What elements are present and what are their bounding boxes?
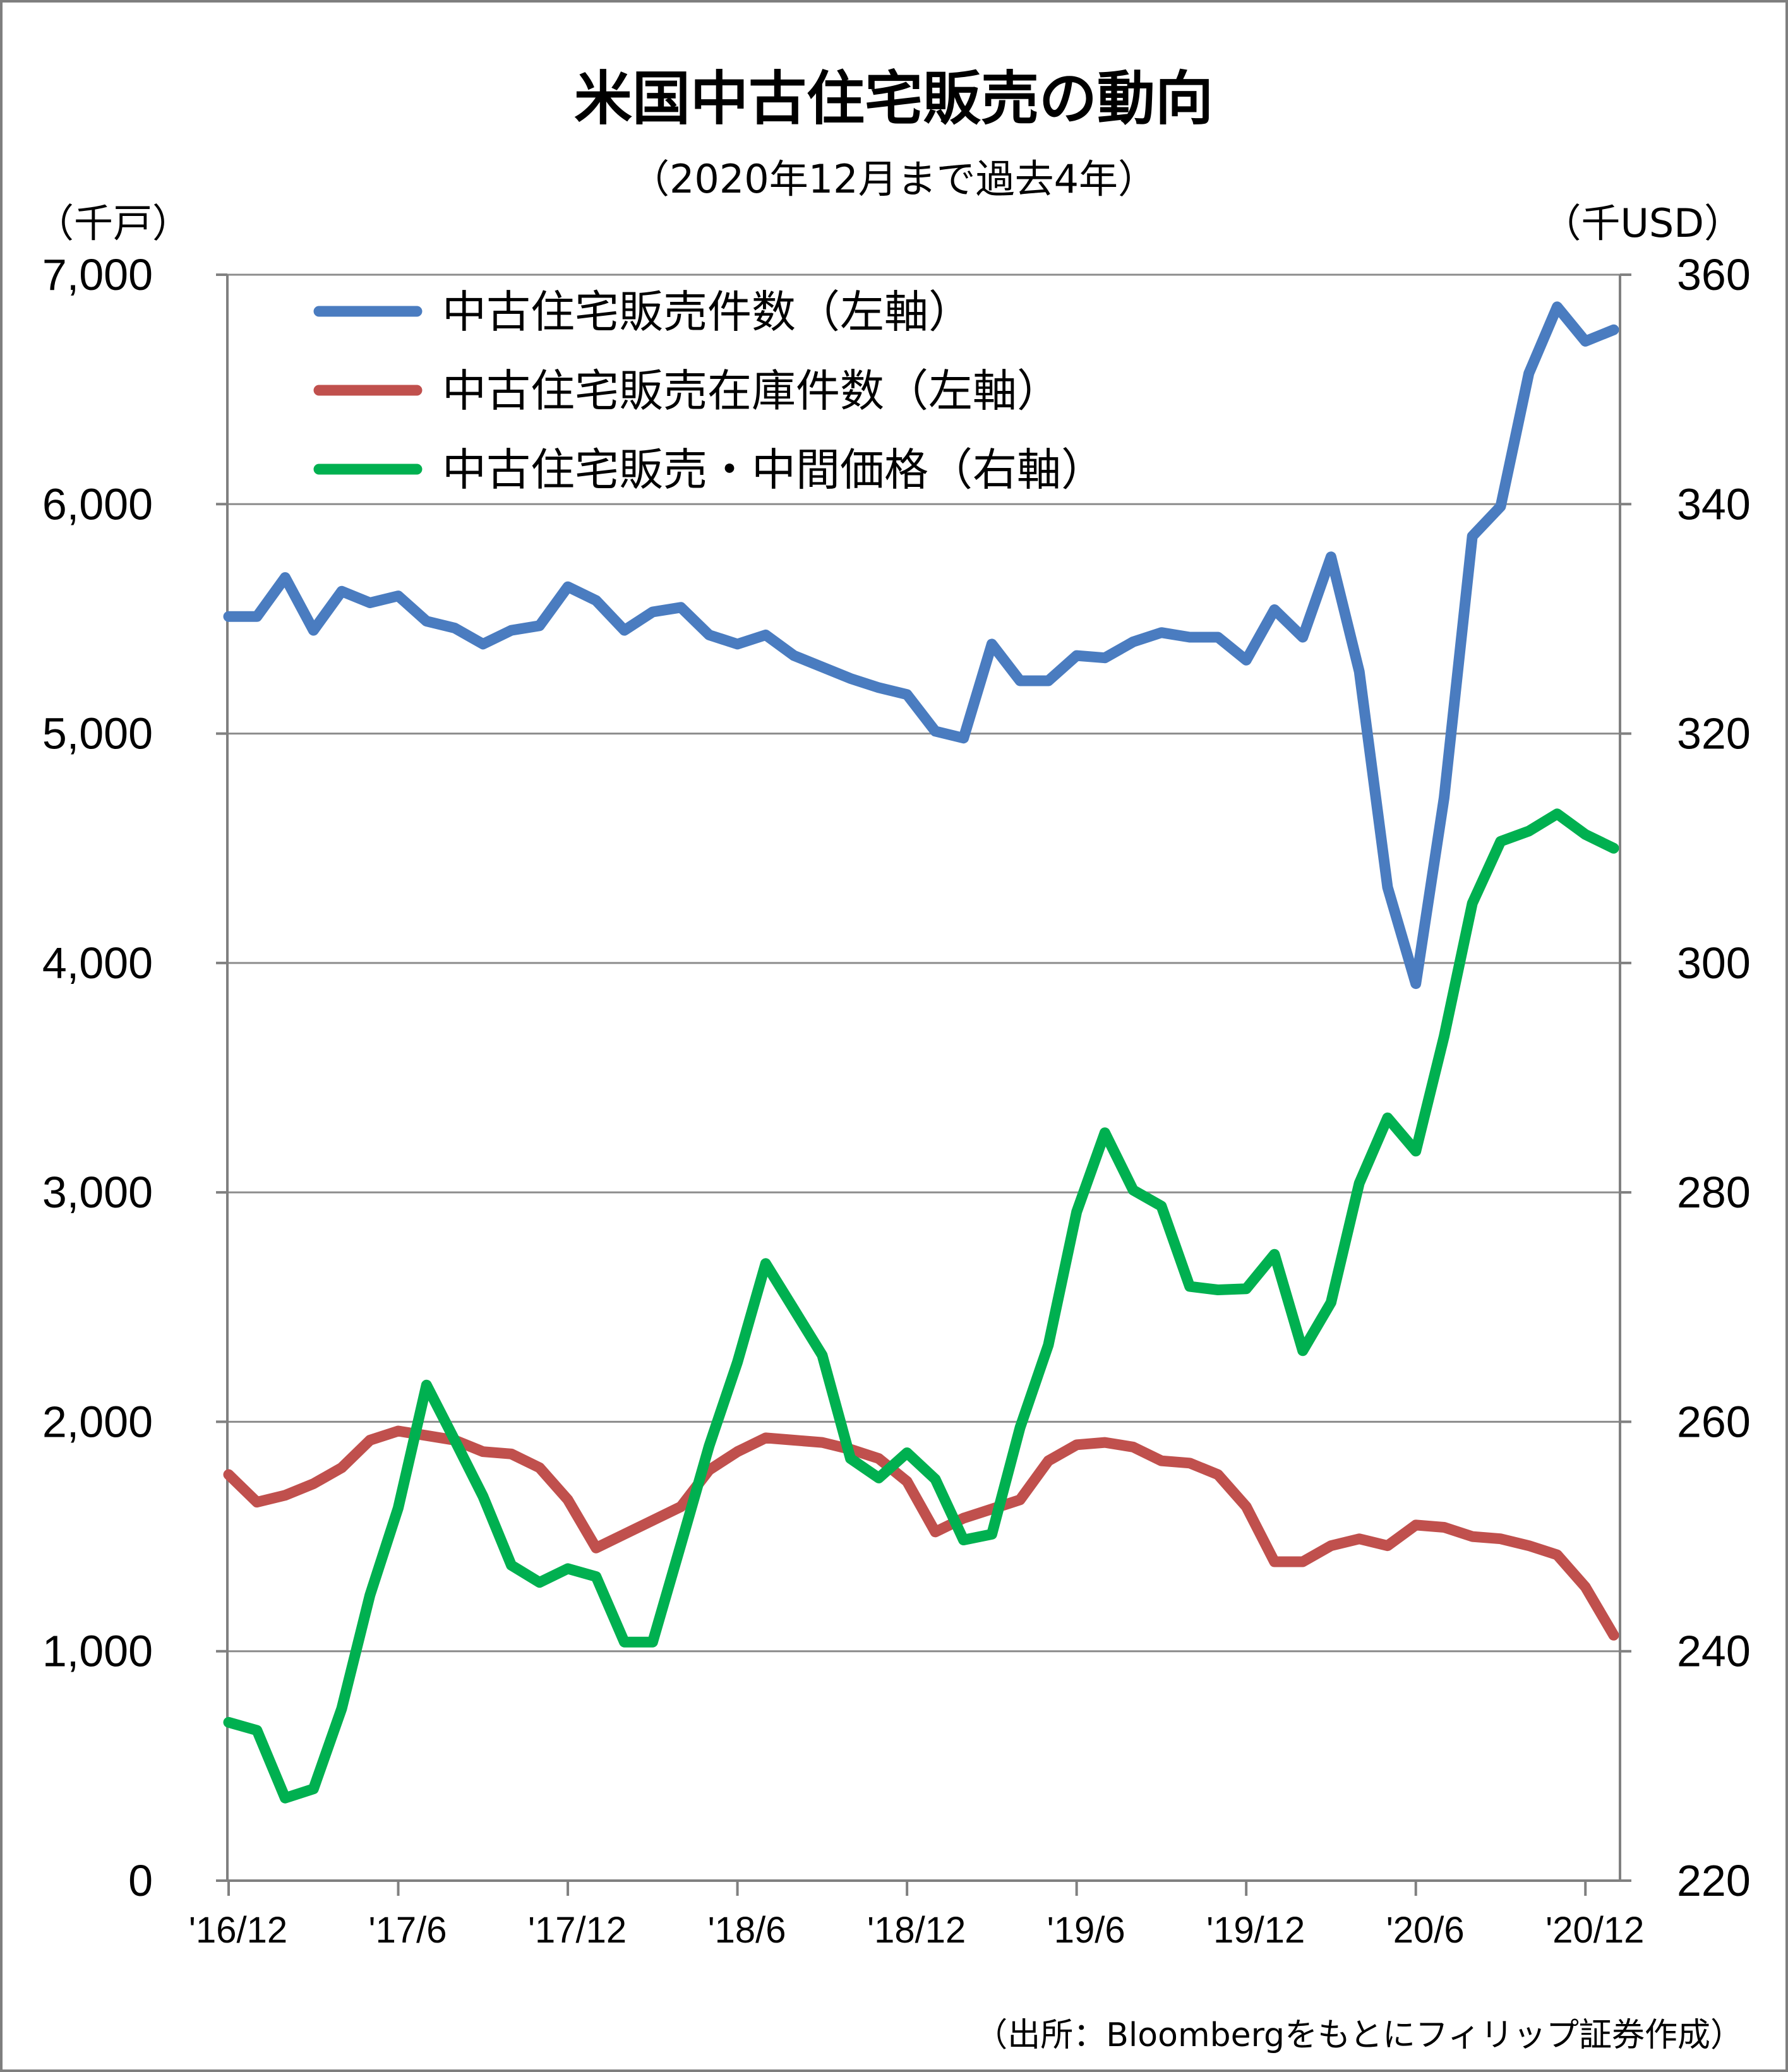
legend-label: 中古住宅販売・中間価格（右軸）: [442, 444, 1105, 496]
series-line-3: [223, 808, 1619, 1804]
series-lines: [223, 301, 1619, 1804]
source-note: （出所：Bloombergをもとにフィリップ証券作成）: [975, 2016, 1743, 2054]
left-tick-label: 7,000: [42, 250, 153, 299]
x-tick-label: '19/12: [1206, 1910, 1305, 1951]
right-tick-label: 360: [1677, 250, 1751, 299]
x-tick-label: '19/6: [1047, 1910, 1125, 1951]
chart-subtitle: （2020年12月まで過去4年）: [630, 156, 1157, 202]
right-tick-label: 280: [1677, 1168, 1751, 1217]
x-axis-ticks: '16/12 '17/6 '17/12 '18/6 '18/12 '19/6 '19/12 '…: [189, 1881, 1644, 1951]
right-tick-label: 340: [1677, 479, 1751, 529]
gridlines: [227, 273, 1620, 1653]
right-tick-label: 320: [1677, 709, 1751, 758]
chart-title: 米国中古住宅販売の動向: [574, 65, 1213, 133]
right-tick-label: 260: [1677, 1397, 1751, 1446]
legend: 中古住宅販売件数（左軸） 中古住宅販売在庫件数（左軸） 中古住宅販売・中間価格（右軸…: [313, 286, 1105, 496]
x-tick-label: '16/12: [189, 1910, 287, 1951]
right-axis-ticks: 220 240 260 280 300 320 340 360: [1620, 250, 1751, 1905]
axes: [226, 275, 1621, 1882]
series-line-1: [223, 301, 1619, 990]
right-tick-label: 300: [1677, 938, 1751, 988]
left-tick-label: 0: [128, 1856, 153, 1905]
right-tick-label: 240: [1677, 1627, 1751, 1676]
left-tick-label: 4,000: [42, 938, 153, 988]
left-axis-unit: （千戸）: [35, 200, 191, 246]
x-tick-label: '20/6: [1386, 1910, 1465, 1951]
x-tick-label: '18/12: [867, 1910, 966, 1951]
x-tick-label: '20/12: [1545, 1910, 1644, 1951]
right-tick-label: 220: [1677, 1856, 1751, 1905]
x-tick-label: '17/12: [528, 1910, 627, 1951]
legend-label: 中古住宅販売在庫件数（左軸）: [442, 365, 1061, 417]
left-tick-label: 2,000: [42, 1397, 153, 1446]
left-tick-label: 5,000: [42, 709, 153, 758]
x-tick-label: '17/6: [369, 1910, 447, 1951]
left-tick-label: 6,000: [42, 479, 153, 529]
right-axis-unit: （千USD）: [1542, 200, 1743, 246]
left-tick-label: 3,000: [42, 1168, 153, 1217]
left-tick-label: 1,000: [42, 1627, 153, 1676]
left-axis-ticks: 0 1,000 2,000 3,000 4,000 5,000 6,000 7,000: [42, 250, 227, 1905]
legend-label: 中古住宅販売件数（左軸）: [442, 286, 973, 338]
x-tick-label: '18/6: [708, 1910, 786, 1951]
